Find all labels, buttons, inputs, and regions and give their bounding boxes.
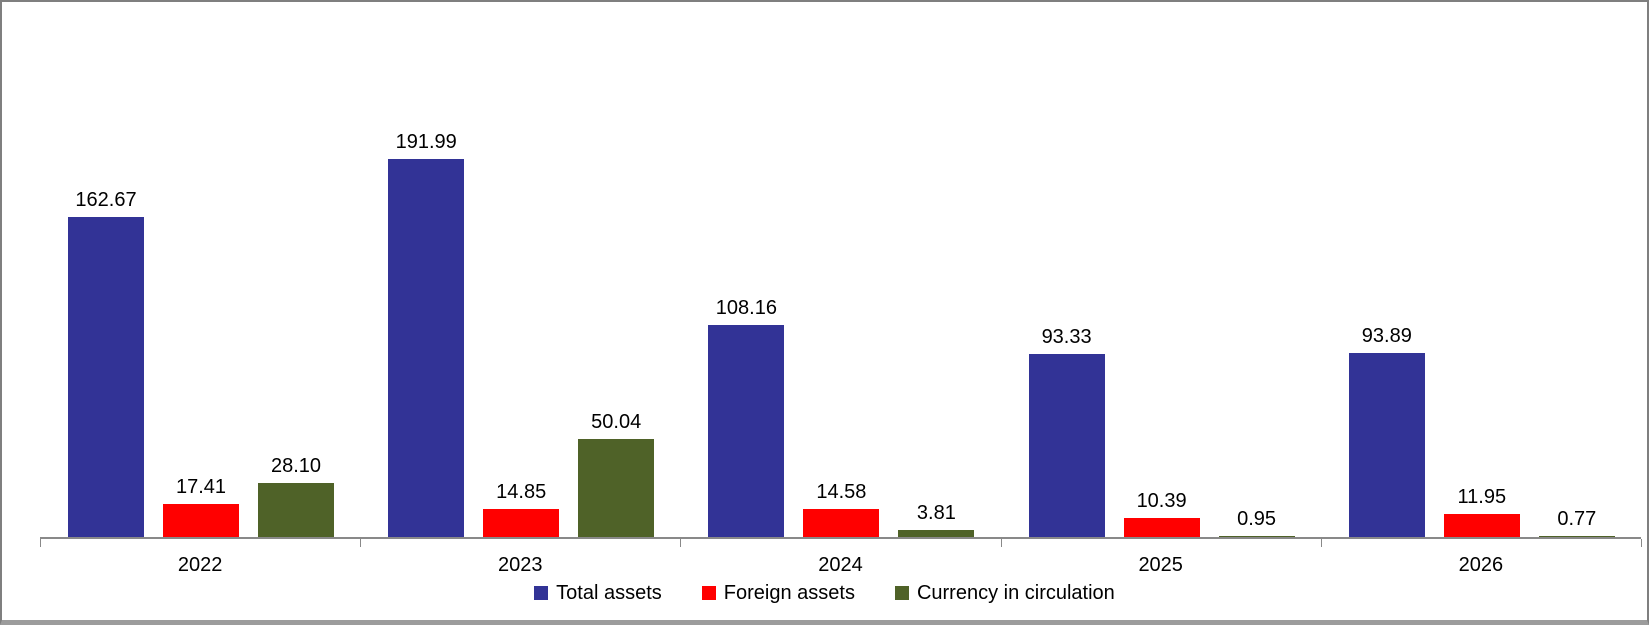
x-axis-label-2023: 2023 bbox=[498, 554, 543, 576]
legend-marker-icon bbox=[701, 586, 716, 600]
bar-foreign-assets-2024 bbox=[803, 509, 880, 538]
bar-total-assets-2022 bbox=[68, 217, 144, 538]
data-label-foreign-assets-2023: 14.85 bbox=[496, 480, 547, 503]
axis-tick bbox=[1321, 539, 1322, 547]
bar-total-assets-2024 bbox=[708, 324, 785, 538]
data-label-currency-in-circulation-2026: 0.77 bbox=[1557, 508, 1597, 531]
data-label-currency-in-circulation-2025: 0.95 bbox=[1237, 508, 1277, 531]
data-label-currency-in-circulation-2024: 3.81 bbox=[916, 502, 956, 525]
bar-foreign-assets-2023 bbox=[483, 508, 560, 538]
bar-foreign-assets-2025 bbox=[1123, 517, 1200, 538]
x-axis-label-2026: 2026 bbox=[1458, 554, 1504, 576]
bar-currency-in-circulation-2023 bbox=[578, 439, 655, 538]
bar-total-assets-2026 bbox=[1348, 352, 1425, 538]
data-label-foreign-assets-2025: 10.39 bbox=[1136, 489, 1187, 512]
bar-currency-in-circulation-2024 bbox=[898, 530, 975, 538]
x-axis-label-2025: 2025 bbox=[1138, 554, 1183, 576]
axis-tick bbox=[40, 539, 41, 547]
axis-tick bbox=[360, 539, 361, 547]
axis-tick bbox=[1641, 539, 1642, 547]
axis-tick bbox=[1001, 539, 1002, 547]
axis-tick bbox=[680, 539, 681, 547]
bar-total-assets-2025 bbox=[1028, 353, 1105, 538]
legend-label: Total assets bbox=[556, 582, 662, 604]
bar-foreign-assets-2022 bbox=[163, 503, 239, 538]
data-label-foreign-assets-2024: 14.58 bbox=[816, 481, 867, 504]
bar-foreign-assets-2026 bbox=[1443, 514, 1520, 538]
data-label-foreign-assets-2022: 17.41 bbox=[175, 475, 227, 498]
x-axis-label-2024: 2024 bbox=[818, 554, 863, 576]
data-label-foreign-assets-2026: 11.95 bbox=[1457, 486, 1507, 509]
data-label-currency-in-circulation-2022: 28.10 bbox=[270, 454, 322, 477]
bar-total-assets-2023 bbox=[388, 159, 465, 538]
legend-item-foreign-assets: Foreign assets bbox=[701, 582, 855, 604]
data-label-total-assets-2025: 93.33 bbox=[1041, 325, 1092, 348]
legend: Total assets Foreign assets Currency in ci… bbox=[2, 582, 1647, 604]
legend-marker-icon bbox=[534, 586, 549, 600]
legend-label: Currency in circulation bbox=[916, 582, 1115, 604]
x-axis-label-2022: 2022 bbox=[177, 554, 223, 576]
legend-item-currency-in-circulation: Currency in circulation bbox=[894, 582, 1115, 604]
data-label-currency-in-circulation-2023: 50.04 bbox=[591, 411, 642, 434]
data-label-total-assets-2022: 162.67 bbox=[75, 189, 137, 212]
data-label-total-assets-2024: 108.16 bbox=[715, 296, 777, 319]
data-label-total-assets-2026: 93.89 bbox=[1361, 324, 1412, 347]
legend-marker-icon bbox=[894, 586, 909, 600]
data-label-total-assets-2023: 191.99 bbox=[395, 131, 457, 154]
bar-currency-in-circulation-2022 bbox=[258, 482, 334, 538]
legend-label: Foreign assets bbox=[723, 582, 855, 604]
x-axis-line bbox=[40, 537, 1641, 539]
legend-item-total-assets: Total assets bbox=[534, 582, 662, 604]
